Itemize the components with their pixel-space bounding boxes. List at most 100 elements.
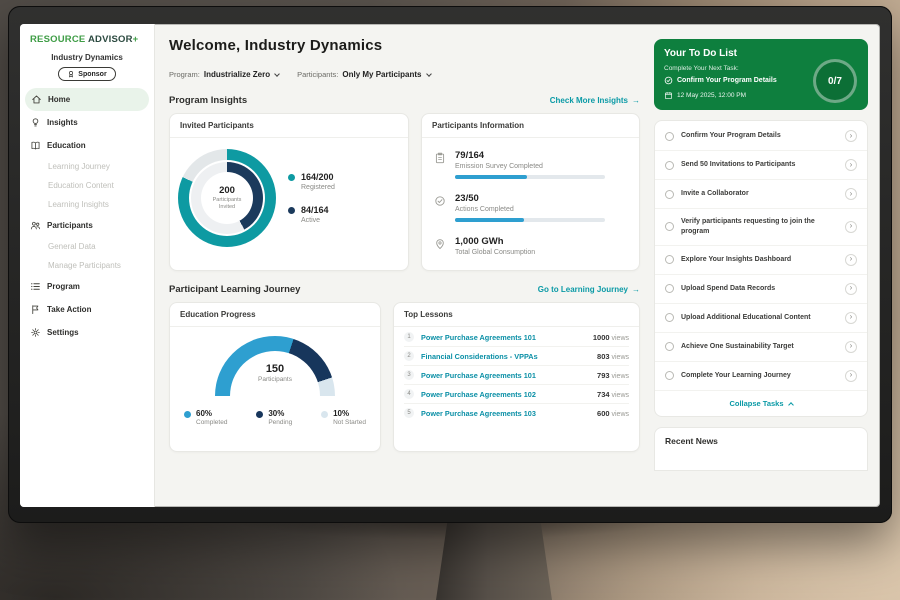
legend-dot: [321, 411, 329, 418]
todo-tasks-card: Confirm Your Program Details › Send 50 Inv…: [654, 120, 868, 417]
task-checkbox[interactable]: [665, 131, 674, 141]
sidebar-item-label: Take Action: [47, 305, 92, 314]
legend-not-started: 10% Not Started: [321, 409, 366, 426]
program-select[interactable]: Industrialize Zero: [204, 70, 280, 79]
chevron-right-icon[interactable]: ›: [845, 188, 857, 200]
sidebar-item-insights[interactable]: Insights: [20, 111, 154, 134]
chevron-right-icon[interactable]: ›: [845, 340, 857, 353]
legend-registered: 164/200 Registered: [288, 172, 335, 191]
participants-select[interactable]: Only My Participants: [342, 70, 432, 79]
task-row-upload-spend-data-records[interactable]: Upload Spend Data Records ›: [655, 275, 867, 304]
due-date-label: 12 May 2025, 12:00 PM: [677, 92, 747, 99]
lesson-link[interactable]: Power Purchase Agreements 101: [421, 370, 536, 380]
task-row-explore-your-insights-dashboard[interactable]: Explore Your Insights Dashboard ›: [655, 246, 867, 275]
sidebar-item-settings[interactable]: Settings: [20, 321, 154, 344]
sidebar-item-manage-participants[interactable]: Manage Participants: [20, 256, 154, 275]
lesson-rank: 5: [404, 408, 414, 418]
dashboard-screen: RESOURCE ADVISOR+ Industry Dynamics Spon…: [20, 24, 880, 507]
legend-dot: [256, 411, 264, 418]
page-title: Welcome, Industry Dynamics: [169, 37, 383, 54]
todo-subtitle: Complete Your Next Task:: [664, 65, 739, 72]
sidebar-item-label: Education: [47, 141, 86, 150]
sidebar-item-label: Program: [47, 282, 80, 291]
chevron-right-icon[interactable]: ›: [845, 282, 857, 295]
sidebar-item-program[interactable]: Program: [20, 275, 154, 298]
invited-donut-chart: 200 Participants Invited: [178, 149, 276, 247]
settings-icon: [30, 327, 41, 338]
gauge-center-value: 150: [265, 363, 285, 375]
task-row-confirm-your-program-details[interactable]: Confirm Your Program Details ›: [655, 122, 867, 151]
chevron-right-icon[interactable]: ›: [845, 159, 857, 171]
todo-title: Your To Do List: [664, 48, 737, 59]
task-checkbox[interactable]: [665, 342, 674, 352]
lesson-link[interactable]: Power Purchase Agreements 101: [421, 332, 536, 342]
org-name: Industry Dynamics: [51, 53, 123, 62]
next-task-link[interactable]: Confirm Your Program Details: [664, 76, 814, 85]
task-row-complete-your-learning-journey[interactable]: Complete Your Learning Journey ›: [655, 362, 867, 391]
lesson-row: 1 Power Purchase Agreements 101 1000 views: [404, 328, 629, 347]
chevron-right-icon[interactable]: ›: [845, 220, 857, 233]
insights-icon: [30, 117, 41, 128]
main-content: Welcome, Industry Dynamics Program: Indus…: [155, 24, 652, 507]
actions-progress-bar: [455, 218, 605, 222]
task-label: Send 50 Invitations to Participants: [681, 161, 796, 169]
participants-select-value: Only My Participants: [342, 70, 422, 79]
task-label: Confirm Your Program Details: [681, 132, 781, 140]
take-action-icon: [30, 304, 41, 315]
todo-task-list: Confirm Your Program Details › Send 50 Inv…: [655, 122, 867, 391]
clipboard-icon: [434, 151, 446, 164]
task-row-upload-additional-educational-content[interactable]: Upload Additional Educational Content ›: [655, 304, 867, 333]
insights-cards-row: Invited Participants 200 Participants In…: [169, 113, 640, 271]
legend-dot: [288, 207, 295, 214]
task-row-send-50-invitations-to-participants[interactable]: Send 50 Invitations to Participants ›: [655, 151, 867, 180]
go-to-learning-journey-link[interactable]: Go to Learning Journey →: [538, 285, 640, 294]
participants-icon: [30, 220, 41, 231]
lesson-rank: 3: [404, 370, 414, 380]
sidebar-nav: Home Insights Education Learning Journey Edu…: [20, 88, 154, 344]
task-checkbox[interactable]: [665, 371, 674, 381]
chevron-down-icon: [274, 70, 280, 77]
task-checkbox[interactable]: [665, 222, 674, 232]
todo-progress-value: 0/7: [828, 75, 842, 87]
monitor-bezel: RESOURCE ADVISOR+ Industry Dynamics Spon…: [8, 6, 892, 523]
sidebar-item-label: Home: [48, 95, 71, 104]
task-row-achieve-one-sustainability-target[interactable]: Achieve One Sustainability Target ›: [655, 333, 867, 362]
lesson-link[interactable]: Power Purchase Agreements 103: [421, 408, 536, 418]
sidebar-item-label: Participants: [47, 221, 93, 230]
donut-center-value: 200: [219, 184, 235, 196]
recent-news-card: Recent News: [654, 426, 868, 471]
sidebar-item-label: Learning Insights: [48, 200, 109, 209]
sidebar-item-education[interactable]: Education: [20, 134, 154, 157]
chevron-right-icon[interactable]: ›: [845, 369, 857, 382]
chevron-right-icon[interactable]: ›: [845, 311, 857, 324]
sponsor-badge[interactable]: Sponsor: [58, 67, 116, 81]
sidebar-item-learning-insights[interactable]: Learning Insights: [20, 195, 154, 214]
sidebar-item-participants[interactable]: Participants: [20, 214, 154, 237]
task-checkbox[interactable]: [665, 189, 674, 199]
collapse-label: Collapse Tasks: [729, 398, 784, 408]
sidebar-item-education-content[interactable]: Education Content: [20, 176, 154, 195]
sidebar-item-learning-journey[interactable]: Learning Journey: [20, 157, 154, 176]
task-checkbox[interactable]: [665, 160, 674, 170]
task-label: Invite a Collaborator: [681, 190, 749, 198]
lesson-link[interactable]: Financial Considerations - VPPAs: [421, 351, 538, 361]
task-checkbox[interactable]: [665, 284, 674, 294]
program-insights-header: Program Insights Check More Insights →: [169, 95, 640, 106]
task-row-invite-a-collaborator[interactable]: Invite a Collaborator ›: [655, 180, 867, 209]
card-title: Top Lessons: [394, 303, 639, 327]
collapse-tasks-link[interactable]: Collapse Tasks: [655, 391, 867, 415]
task-checkbox[interactable]: [665, 255, 674, 265]
check-more-insights-link[interactable]: Check More Insights →: [550, 96, 640, 105]
chevron-right-icon[interactable]: ›: [845, 253, 857, 266]
sidebar-item-home[interactable]: Home: [25, 88, 149, 111]
logo-plus: +: [132, 34, 139, 45]
sidebar-item-general-data[interactable]: General Data: [20, 237, 154, 256]
sidebar-item-take-action[interactable]: Take Action: [20, 298, 154, 321]
program-filter: Program: Industrialize Zero: [169, 64, 280, 82]
chevron-right-icon[interactable]: ›: [845, 130, 857, 142]
monitor-stand: [436, 520, 552, 600]
lesson-link[interactable]: Power Purchase Agreements 102: [421, 389, 536, 399]
task-checkbox[interactable]: [665, 313, 674, 323]
task-row-verify-participants-requesting-to-join-the-program[interactable]: Verify participants requesting to join t…: [655, 209, 867, 246]
home-icon: [31, 94, 42, 105]
